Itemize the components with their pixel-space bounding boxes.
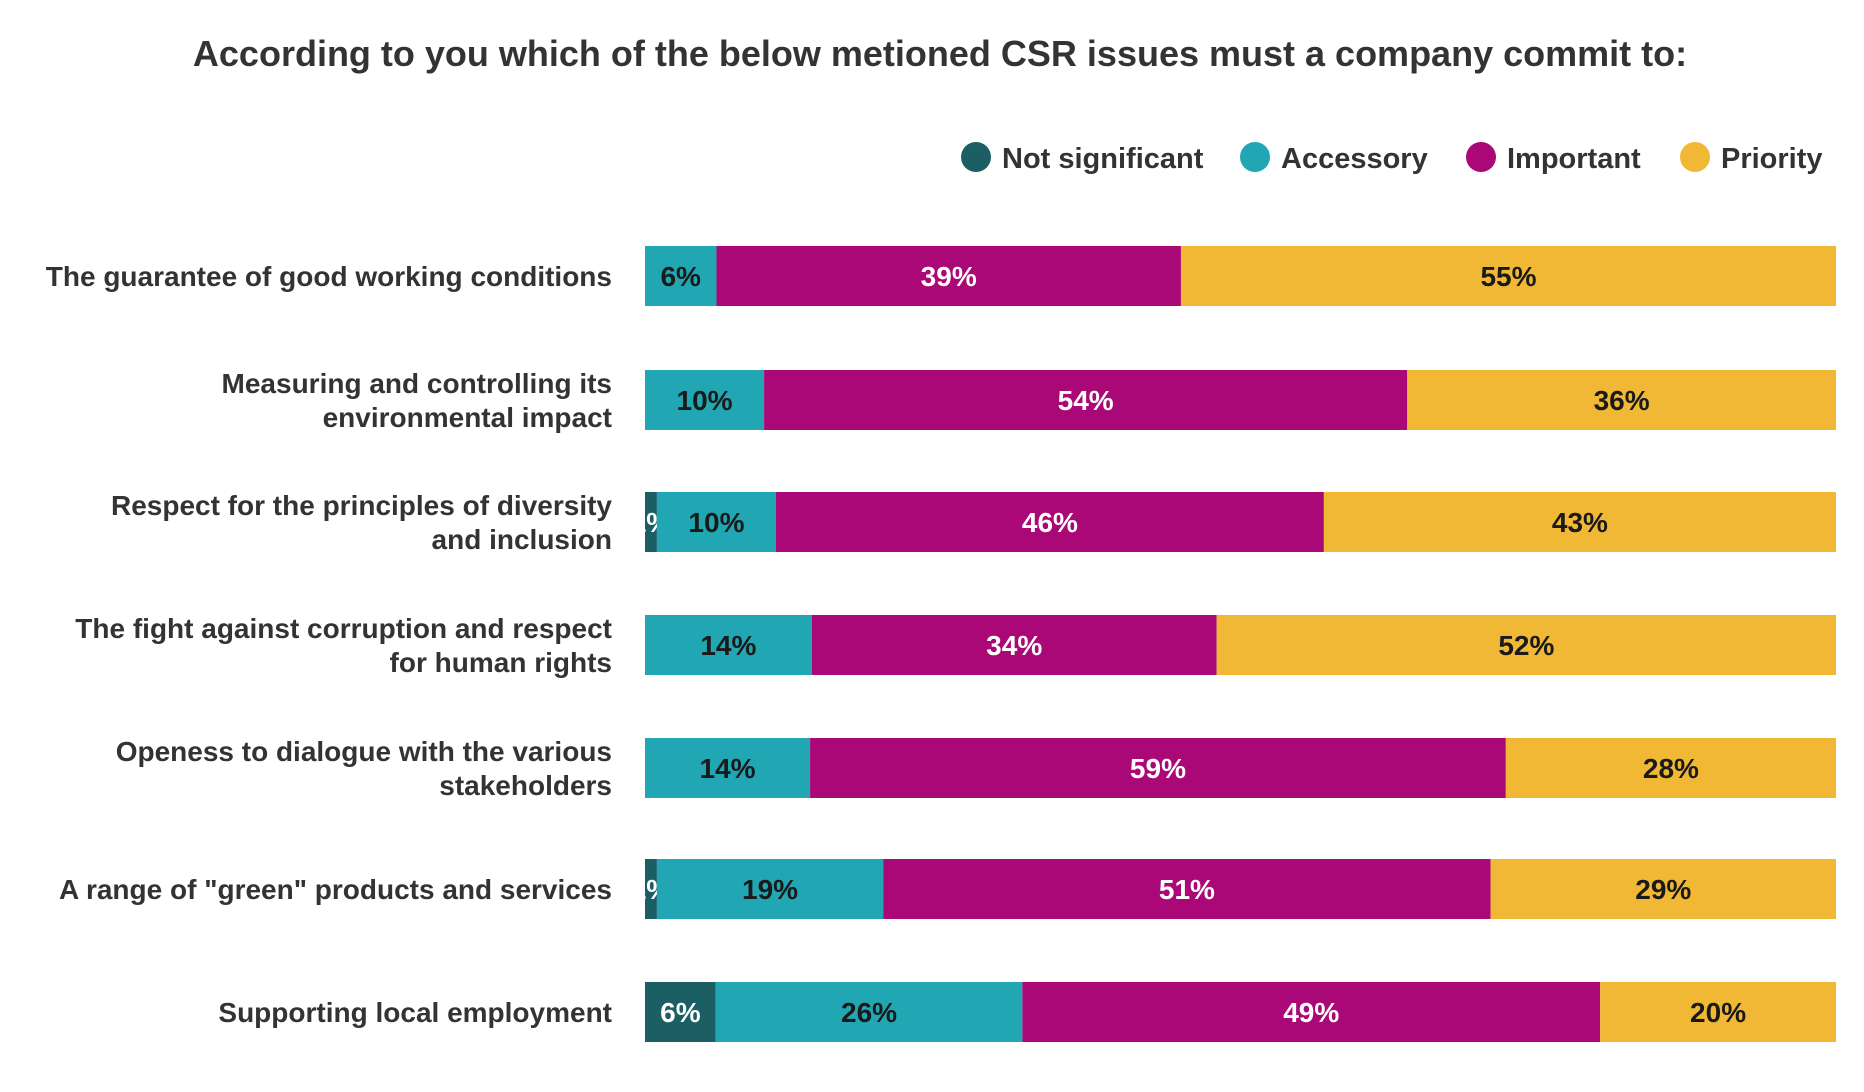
category-label: Respect for the principles of diversity a… xyxy=(111,490,612,555)
bar-segment-not-significant xyxy=(645,859,657,919)
bar-segment-priority xyxy=(1180,246,1836,306)
data-label-accessory: 26% xyxy=(841,997,897,1028)
chart-title: According to you which of the below meti… xyxy=(193,33,1687,74)
bar-segment-important xyxy=(883,859,1491,919)
category-label: The guarantee of good working conditions xyxy=(46,261,612,292)
data-label-accessory: 10% xyxy=(677,385,733,416)
data-label-priority: 28% xyxy=(1643,753,1699,784)
bar-segment-priority xyxy=(1505,738,1836,798)
legend-marker-priority xyxy=(1680,142,1710,172)
data-label-priority: 29% xyxy=(1635,874,1691,905)
data-label-priority: 20% xyxy=(1690,997,1746,1028)
legend-label-accessory: Accessory xyxy=(1281,143,1428,175)
legend-marker-not-significant xyxy=(961,142,991,172)
data-label-important: 39% xyxy=(921,261,977,292)
data-label-priority: 36% xyxy=(1594,385,1650,416)
bar-segment-priority xyxy=(1600,982,1836,1042)
bar-segment-important xyxy=(811,615,1217,675)
data-label-important: 46% xyxy=(1022,507,1078,538)
legend: Not significant Accessory Important Priorit… xyxy=(961,142,1823,175)
bar-segment-important xyxy=(1022,982,1601,1042)
data-label-priority: 55% xyxy=(1480,261,1536,292)
bar-segment-accessory xyxy=(656,859,884,919)
category-label: Openess to dialogue with the various stak… xyxy=(116,736,612,801)
data-label-accessory: 14% xyxy=(700,630,756,661)
bar-segment-accessory xyxy=(645,738,811,798)
data-label-important: 34% xyxy=(986,630,1042,661)
bar-segment-priority xyxy=(1490,859,1836,919)
bar-segment-not-significant xyxy=(645,982,716,1042)
legend-marker-important xyxy=(1466,142,1496,172)
category-label: Measuring and controlling its environment… xyxy=(222,368,612,433)
bars: 6% 39% 55%10% 54% 36%1% 10% 46% 43%14% 34% 52%14%… xyxy=(631,246,1836,1042)
data-label-priority: 52% xyxy=(1498,630,1554,661)
bar-segment-accessory xyxy=(645,370,765,430)
category-label: Supporting local employment xyxy=(218,997,612,1028)
data-label-important: 49% xyxy=(1283,997,1339,1028)
bar-segment-important xyxy=(716,246,1181,306)
data-label-important: 59% xyxy=(1130,753,1186,784)
category-label: A range of "green" products and services xyxy=(59,874,612,905)
category-label: The fight against corruption and respect… xyxy=(75,613,612,678)
legend-label-not-significant: Not significant xyxy=(1002,143,1204,175)
data-label-accessory: 10% xyxy=(688,507,744,538)
data-label-not-significant: 6% xyxy=(660,997,701,1028)
legend-label-important: Important xyxy=(1507,143,1641,175)
data-label-accessory: 6% xyxy=(660,261,701,292)
bar-segment-important xyxy=(764,370,1408,430)
data-label-accessory: 14% xyxy=(700,753,756,784)
data-label-important: 51% xyxy=(1159,874,1215,905)
data-label-important: 54% xyxy=(1058,385,1114,416)
bar-segment-accessory xyxy=(645,246,717,306)
bar-segment-accessory xyxy=(656,492,777,552)
legend-marker-accessory xyxy=(1240,142,1270,172)
bar-segment-not-significant xyxy=(645,492,657,552)
bar-segment-accessory xyxy=(715,982,1023,1042)
data-label-priority: 43% xyxy=(1552,507,1608,538)
bar-segment-important xyxy=(810,738,1506,798)
bar-segment-important xyxy=(776,492,1324,552)
legend-label-priority: Priority xyxy=(1721,143,1823,175)
bar-segment-priority xyxy=(1216,615,1836,675)
data-label-accessory: 19% xyxy=(742,874,798,905)
bar-segment-accessory xyxy=(645,615,812,675)
bar-segment-priority xyxy=(1323,492,1836,552)
bar-segment-priority xyxy=(1407,370,1836,430)
category-labels: The guarantee of good working conditions… xyxy=(46,261,613,1028)
